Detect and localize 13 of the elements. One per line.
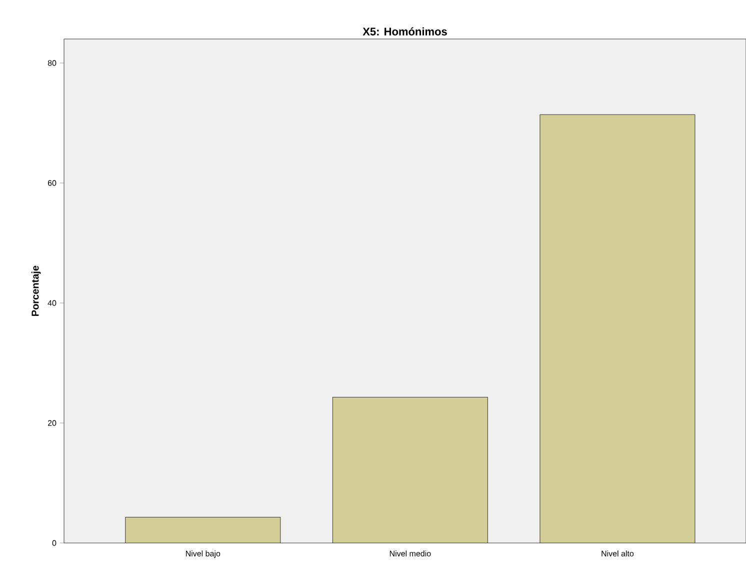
y-tick-label: 40: [48, 300, 56, 306]
y-tick-label: 80: [48, 60, 56, 66]
y-tick-label: 0: [52, 540, 56, 546]
bar: [332, 396, 488, 543]
bar: [125, 516, 281, 543]
bar: [540, 114, 696, 543]
x-tick-label: Nivel medio: [390, 550, 431, 556]
y-axis-title: Porcentaje: [31, 266, 41, 316]
x-tick-label: Nivel bajo: [186, 550, 220, 558]
chart-title: X5: Homónimos: [362, 27, 447, 36]
x-tick-label: Nivel alto: [602, 550, 634, 556]
y-tick-label: 20: [48, 420, 56, 426]
y-tick-label: 60: [48, 180, 56, 186]
